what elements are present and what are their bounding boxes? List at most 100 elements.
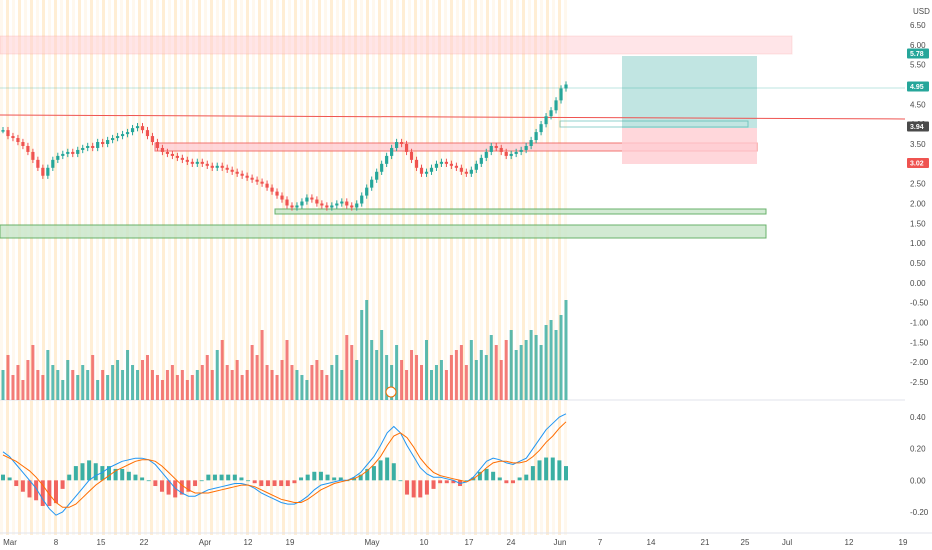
volume-bar: [145, 355, 149, 400]
candle-body: [245, 175, 249, 178]
macd-histogram-bar: [14, 480, 19, 487]
background-band: [468, 0, 471, 535]
background-band: [438, 0, 441, 535]
background-band: [66, 0, 69, 535]
macd-histogram-bar: [265, 480, 270, 487]
background-band: [246, 0, 249, 535]
candle-body: [66, 151, 70, 154]
candle-body: [41, 167, 45, 176]
macd-histogram-bar: [557, 460, 562, 481]
volume-bar: [305, 380, 309, 400]
candle-body: [200, 161, 204, 164]
background-band: [240, 0, 243, 535]
macd-histogram-bar: [484, 468, 489, 481]
support-zone-lower: [0, 224, 767, 239]
background-band: [168, 0, 171, 535]
volume-bar: [260, 330, 264, 400]
candle-body: [220, 165, 224, 168]
volume-bar: [439, 360, 443, 400]
x-tick-label: Apr: [199, 538, 212, 547]
candle-body: [235, 171, 239, 174]
candle-body: [419, 167, 424, 174]
x-tick-label: 21: [701, 538, 710, 547]
candle-body: [474, 163, 478, 170]
candle-body: [170, 153, 174, 156]
candle-body: [449, 163, 454, 166]
candle-body: [61, 153, 65, 156]
candle-body: [529, 140, 533, 146]
macd-histogram-bar: [279, 480, 284, 487]
candle-body: [315, 199, 319, 204]
volume-bar: [420, 365, 424, 400]
background-band: [54, 0, 57, 535]
macd-histogram-bar: [524, 474, 529, 481]
volume-bar: [250, 345, 254, 400]
volume-bar: [474, 360, 478, 400]
candle-body: [424, 171, 429, 174]
volume-bar: [46, 350, 50, 400]
background-band: [132, 0, 135, 535]
candle-body: [494, 145, 498, 148]
candle-body: [464, 171, 468, 174]
macd-histogram-bar: [511, 480, 516, 484]
background-band: [390, 0, 393, 535]
candle-body: [499, 147, 503, 152]
macd-histogram-bar: [477, 471, 482, 481]
background-band: [24, 0, 27, 535]
background-band: [312, 0, 315, 535]
candle-body: [554, 100, 558, 111]
background-band: [174, 0, 177, 535]
background-band: [144, 0, 147, 535]
volume-bar: [290, 365, 294, 400]
background-band: [444, 0, 447, 535]
price-tick-label: 3.50: [910, 140, 926, 149]
volume-bar: [101, 370, 105, 400]
macd-histogram-bar: [530, 466, 535, 481]
volume-bar: [315, 360, 319, 400]
volume-bar: [554, 330, 558, 400]
background-band: [6, 0, 9, 535]
macd-histogram-bar: [212, 474, 217, 481]
price-tag: [907, 48, 929, 59]
candle-body: [504, 151, 508, 156]
volume-bar: [200, 365, 204, 400]
volume-bar: [16, 365, 20, 400]
candle-body: [36, 159, 40, 168]
price-tick-label: 1.50: [910, 219, 926, 228]
macd-histogram-bar: [378, 460, 383, 481]
macd-histogram-bar: [398, 480, 403, 482]
candle-body: [275, 191, 279, 196]
volume-bar: [360, 310, 364, 400]
background-band: [324, 0, 327, 535]
volume-bar: [479, 350, 483, 400]
candle-body: [325, 205, 329, 208]
macd-histogram-bar: [239, 477, 244, 481]
volume-bar: [380, 330, 384, 400]
background-band: [348, 0, 351, 535]
x-tick-label: 19: [899, 538, 908, 547]
x-tick-label: 22: [140, 538, 149, 547]
volume-bar: [71, 370, 75, 400]
macd-histogram-bar: [537, 460, 542, 481]
background-band: [528, 0, 531, 535]
candle-body: [270, 187, 274, 192]
volume-bar: [56, 370, 60, 400]
volume-bar: [415, 355, 419, 400]
volume-bar: [270, 370, 274, 400]
candle-body: [225, 167, 229, 170]
macd-histogram-bar: [464, 480, 469, 482]
candle-body: [205, 163, 209, 166]
volume-bar: [320, 370, 324, 400]
candle-body: [265, 183, 269, 188]
macd-histogram-bar: [153, 480, 158, 487]
background-band: [252, 0, 255, 535]
background-band: [0, 0, 3, 535]
macd-tick-label: 0.00: [910, 476, 926, 485]
candle-body: [230, 169, 234, 172]
candle-body: [519, 149, 523, 152]
candle-body: [385, 155, 389, 164]
candle-body: [310, 197, 314, 200]
macd-histogram-bar: [186, 480, 191, 492]
volume-bar: [365, 300, 369, 400]
